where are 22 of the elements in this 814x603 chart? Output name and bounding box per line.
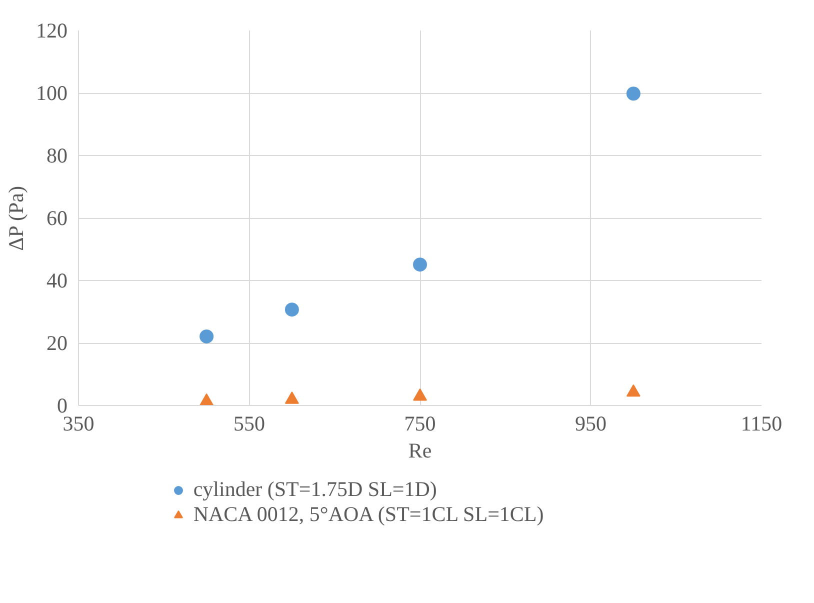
x-axis-title: Re bbox=[408, 438, 432, 462]
y-tick-label: 100 bbox=[36, 81, 68, 105]
y-tick-label: 120 bbox=[36, 18, 68, 42]
point bbox=[200, 329, 214, 344]
y-tick-label: 20 bbox=[46, 331, 68, 355]
y-tick-label: 40 bbox=[46, 268, 68, 292]
x-tick-label: 750 bbox=[404, 412, 436, 436]
legend-label: cylinder (ST=1.75D SL=1D) bbox=[193, 477, 437, 502]
y-axis-title: ΔP (Pa) bbox=[4, 186, 28, 251]
x-tick-label: 950 bbox=[575, 412, 606, 436]
point bbox=[200, 393, 214, 406]
legend-label: NACA 0012, 5°AOA (ST=1CL SL=1CL) bbox=[193, 502, 544, 527]
point bbox=[626, 384, 640, 397]
point bbox=[284, 302, 299, 317]
point bbox=[284, 392, 299, 404]
y-tick-label: 60 bbox=[46, 206, 68, 230]
point bbox=[413, 388, 427, 401]
x-tick-label: 1150 bbox=[740, 412, 782, 436]
point bbox=[626, 86, 640, 101]
point bbox=[413, 258, 427, 272]
x-tick-label: 550 bbox=[234, 412, 265, 436]
y-tick-label: 80 bbox=[46, 144, 68, 168]
